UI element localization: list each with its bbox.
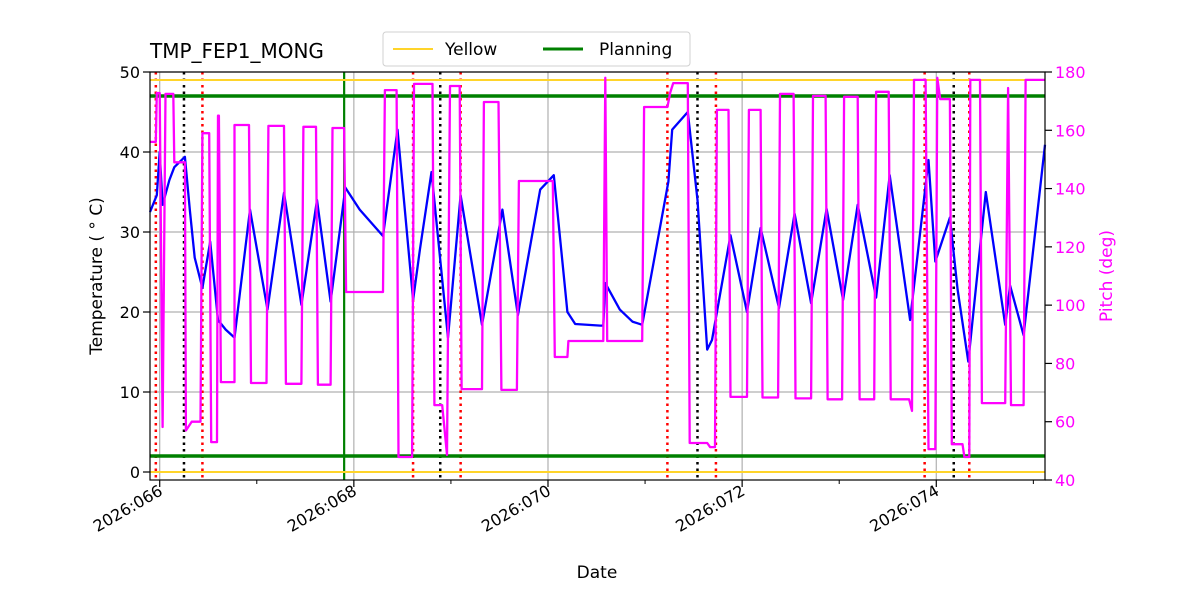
- y2-tick-label: 80: [1055, 354, 1075, 373]
- y-tick-label: 20: [120, 303, 140, 322]
- series-lines: [148, 76, 1047, 459]
- y2-tick-label: 60: [1055, 413, 1075, 432]
- y-tick-label: 30: [120, 223, 140, 242]
- y-tick-label: 10: [120, 383, 140, 402]
- plot-frame: [149, 71, 1046, 481]
- legend-label-yellow: Yellow: [444, 40, 497, 60]
- y2-tick-label: 40: [1055, 471, 1075, 490]
- x-tick-label: 2026:074: [866, 481, 942, 536]
- y-axis-label: Temperature ( ° C): [87, 197, 107, 356]
- x-tick-label: 2026:070: [478, 481, 554, 536]
- limit-lines: [150, 79, 1045, 473]
- chart-title: TMP_FEP1_MONG: [149, 39, 324, 63]
- temperature-line: [148, 110, 1047, 363]
- legend-box: [382, 31, 691, 67]
- y2-tick-label: 100: [1055, 296, 1086, 315]
- y-tick-label: 40: [120, 143, 140, 162]
- legend-label-planning: Planning: [599, 40, 672, 60]
- y2-axis-label: Pitch (deg): [1097, 230, 1117, 322]
- x-tick-label: 2026:066: [90, 481, 166, 536]
- y2-tick-label: 120: [1055, 238, 1086, 257]
- y2-tick-label: 160: [1055, 121, 1086, 140]
- x-tick-label: 2026:072: [672, 481, 748, 536]
- y2-tick-label: 180: [1055, 63, 1086, 82]
- x-axis-label: Date: [577, 563, 618, 583]
- legend: Yellow Planning: [382, 31, 691, 67]
- y-tick-label: 0: [130, 463, 140, 482]
- x-tick-label: 2026:068: [284, 481, 360, 536]
- pitch-line: [150, 76, 1045, 459]
- y-tick-label: 50: [120, 63, 140, 82]
- y2-tick-label: 140: [1055, 180, 1086, 199]
